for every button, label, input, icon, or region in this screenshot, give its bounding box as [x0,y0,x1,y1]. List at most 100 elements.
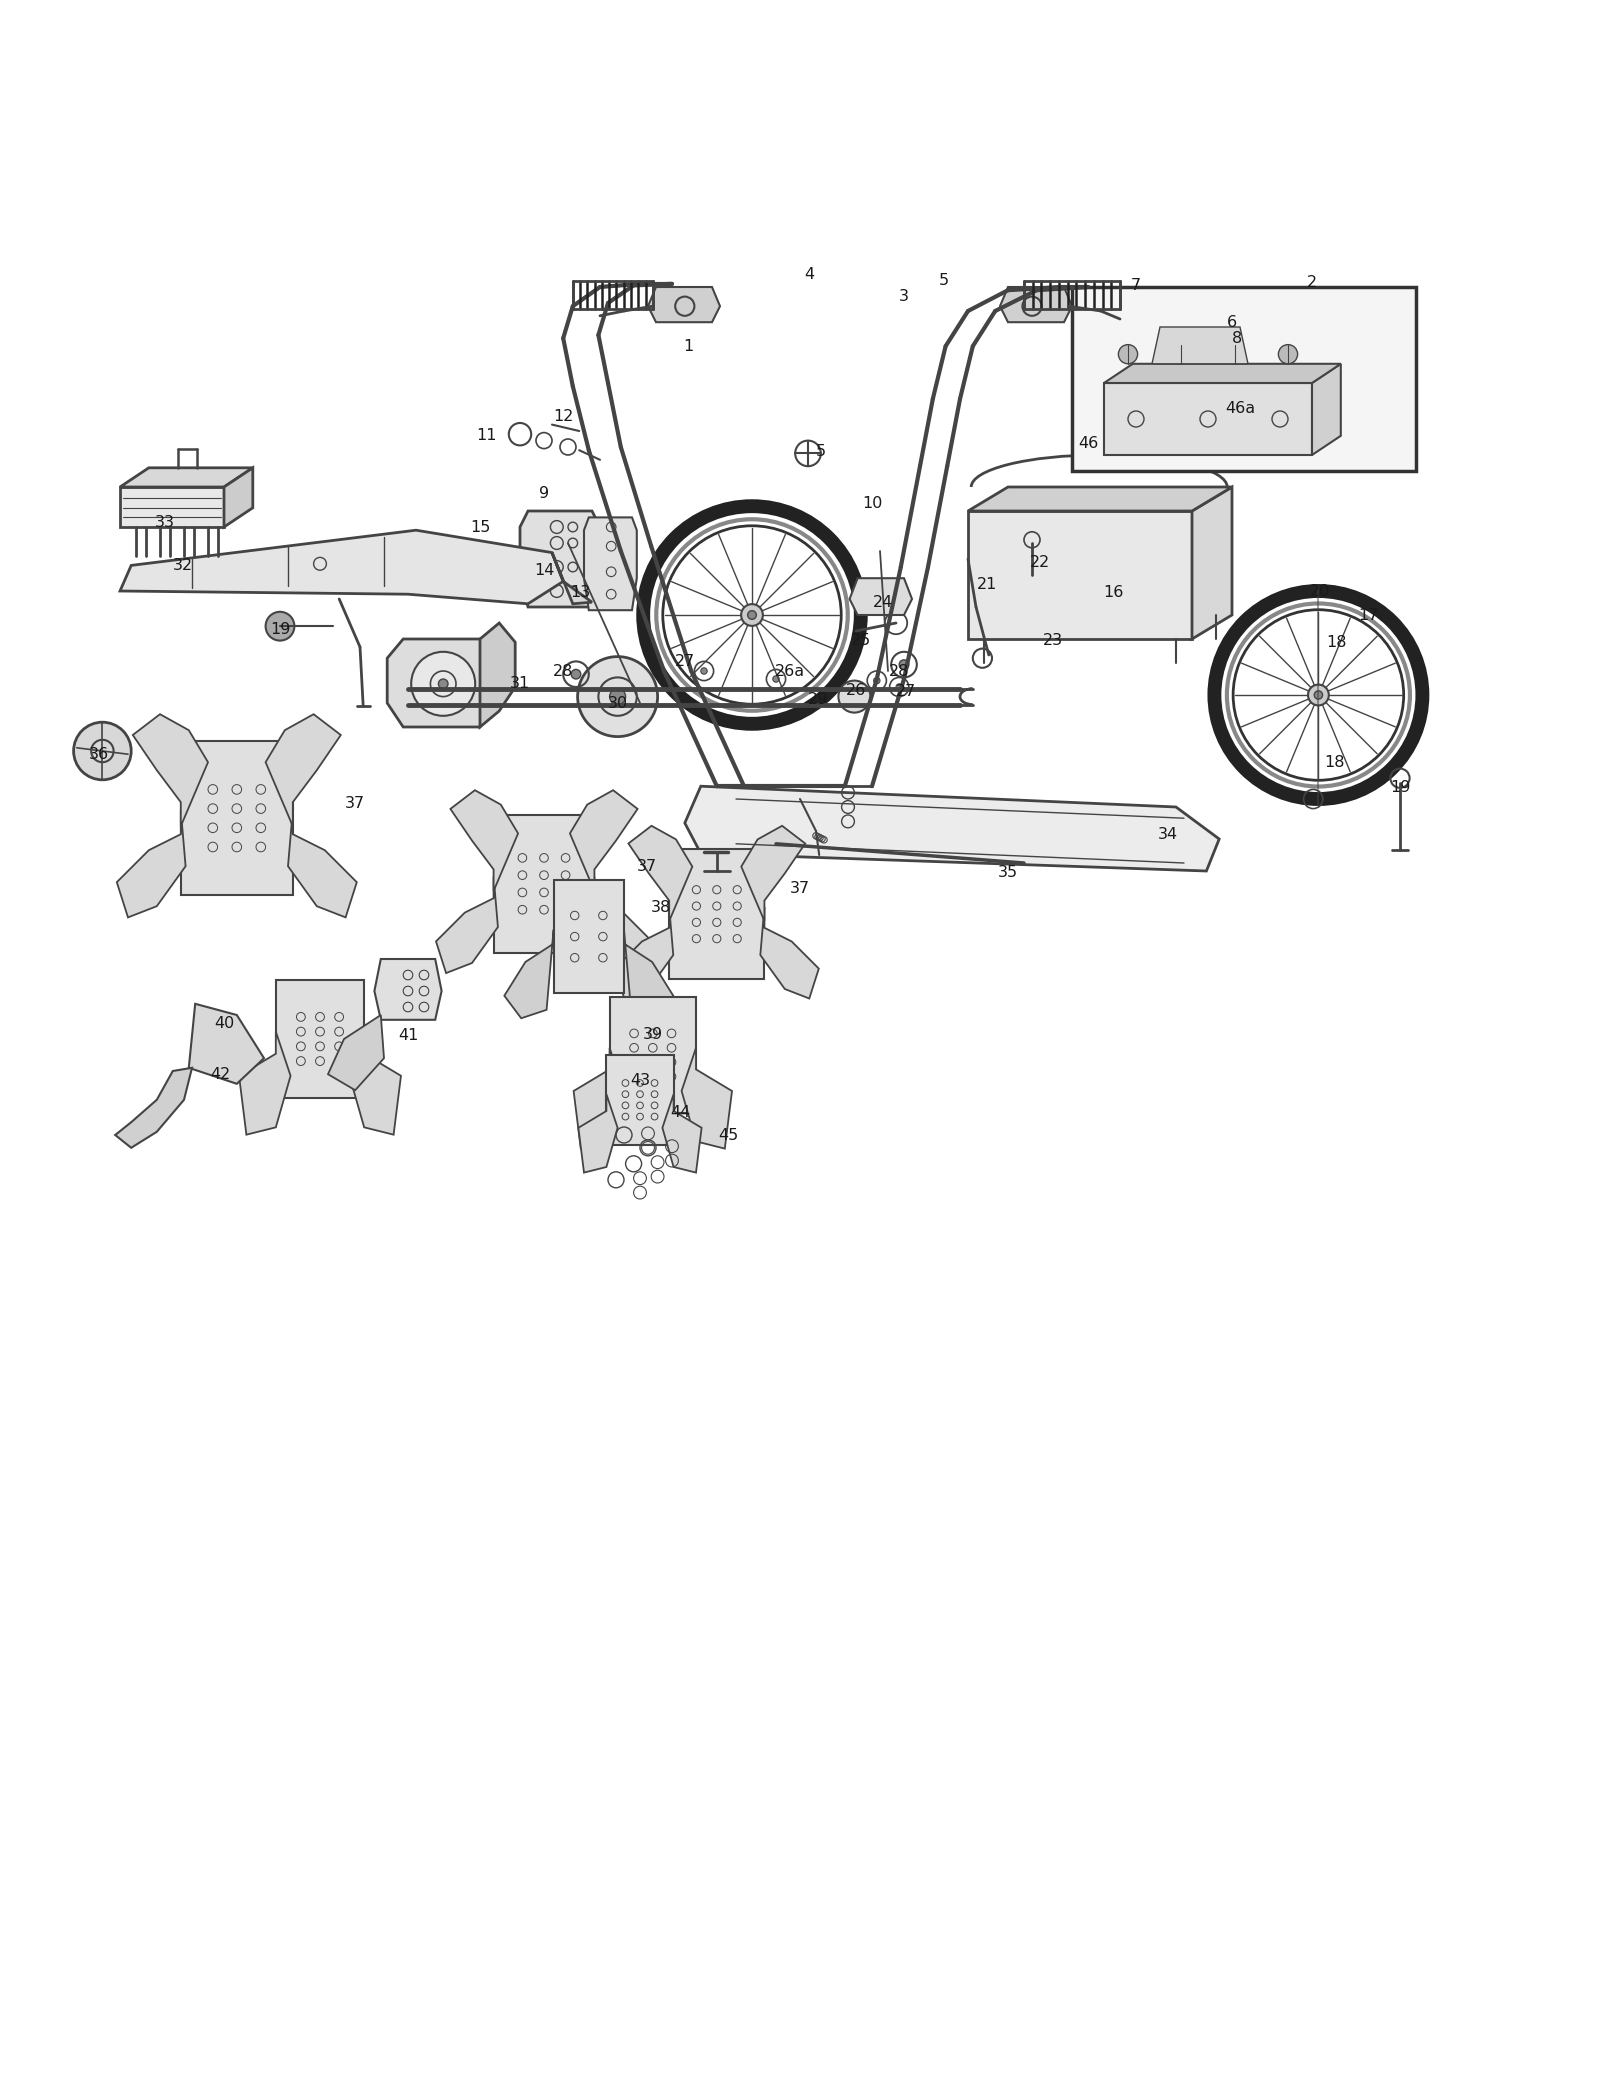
Text: 37: 37 [790,881,810,896]
Circle shape [874,677,880,684]
Text: 27: 27 [675,655,694,669]
Polygon shape [1104,382,1312,455]
Polygon shape [504,929,554,1018]
Text: 14: 14 [534,563,554,578]
Text: 29: 29 [808,692,827,707]
Polygon shape [238,1031,291,1135]
Text: 27: 27 [896,684,915,700]
Polygon shape [850,578,912,615]
Circle shape [266,611,294,640]
Circle shape [656,520,848,711]
Circle shape [578,657,658,736]
Polygon shape [328,1014,384,1091]
Text: 23: 23 [1043,634,1062,648]
Polygon shape [1152,326,1248,364]
Text: 34: 34 [1158,827,1178,842]
Bar [1072,287,1416,472]
Text: 33: 33 [155,515,174,530]
Text: 40: 40 [214,1016,234,1031]
Polygon shape [579,1095,618,1172]
Polygon shape [120,486,224,528]
Circle shape [1226,345,1245,364]
Text: 18: 18 [1326,634,1346,650]
Text: 46: 46 [1078,436,1098,451]
Circle shape [571,669,581,680]
Text: 38: 38 [651,900,670,914]
Text: 43: 43 [630,1072,650,1089]
Polygon shape [189,1004,264,1085]
Text: 13: 13 [571,586,590,601]
Text: 37: 37 [346,796,365,810]
Circle shape [1314,690,1323,698]
Text: 2: 2 [1307,274,1317,289]
Text: 1: 1 [683,339,693,353]
Text: 17: 17 [1358,607,1378,623]
Polygon shape [288,810,357,916]
Polygon shape [115,1068,192,1147]
Text: 39: 39 [643,1027,662,1041]
Polygon shape [1312,364,1341,455]
Text: 3: 3 [899,289,909,303]
Polygon shape [1192,486,1232,640]
Polygon shape [570,790,637,891]
Polygon shape [662,1095,701,1172]
Text: 19: 19 [270,621,290,636]
Polygon shape [120,530,563,605]
Text: 12: 12 [554,409,573,424]
Polygon shape [606,1056,674,1145]
Polygon shape [1000,287,1072,322]
Text: 35: 35 [998,864,1018,881]
Text: 46a: 46a [1226,401,1254,416]
Polygon shape [624,929,674,1018]
Polygon shape [554,881,624,993]
Text: 5: 5 [816,445,826,459]
Circle shape [1278,345,1298,364]
Circle shape [610,688,626,704]
Text: 36: 36 [90,746,109,763]
Text: 37: 37 [637,858,656,873]
Polygon shape [480,623,515,727]
Circle shape [747,611,757,619]
Polygon shape [590,877,653,973]
Circle shape [1307,684,1330,704]
Polygon shape [648,287,720,322]
Polygon shape [968,486,1232,511]
Text: 6: 6 [1227,314,1237,330]
Text: 42: 42 [211,1066,230,1083]
Text: 28: 28 [554,663,573,680]
Polygon shape [435,877,498,973]
Text: 16: 16 [1104,586,1123,601]
Circle shape [899,661,909,669]
Circle shape [896,684,902,690]
Polygon shape [117,810,186,916]
Text: 32: 32 [173,557,192,574]
Circle shape [1118,345,1138,364]
Text: 11: 11 [477,428,496,443]
Text: 8: 8 [1232,330,1242,345]
Polygon shape [1104,364,1341,382]
Polygon shape [741,825,805,921]
Polygon shape [520,511,600,607]
Polygon shape [574,1047,624,1149]
Circle shape [74,723,131,779]
Circle shape [411,652,475,715]
Polygon shape [610,997,696,1112]
Polygon shape [349,1031,402,1135]
Text: 15: 15 [470,520,490,534]
Circle shape [1171,345,1190,364]
Text: 21: 21 [978,578,997,592]
Polygon shape [584,517,637,611]
Polygon shape [968,511,1192,640]
Circle shape [1227,603,1410,785]
Text: 5: 5 [939,272,949,289]
Polygon shape [133,715,208,827]
Polygon shape [760,908,819,1000]
Text: 7: 7 [1131,278,1141,293]
Text: 20: 20 [1310,584,1330,598]
Polygon shape [224,468,253,528]
Polygon shape [629,825,693,921]
Polygon shape [552,553,592,605]
Text: 45: 45 [718,1128,738,1143]
Circle shape [773,675,779,682]
Circle shape [438,680,448,688]
